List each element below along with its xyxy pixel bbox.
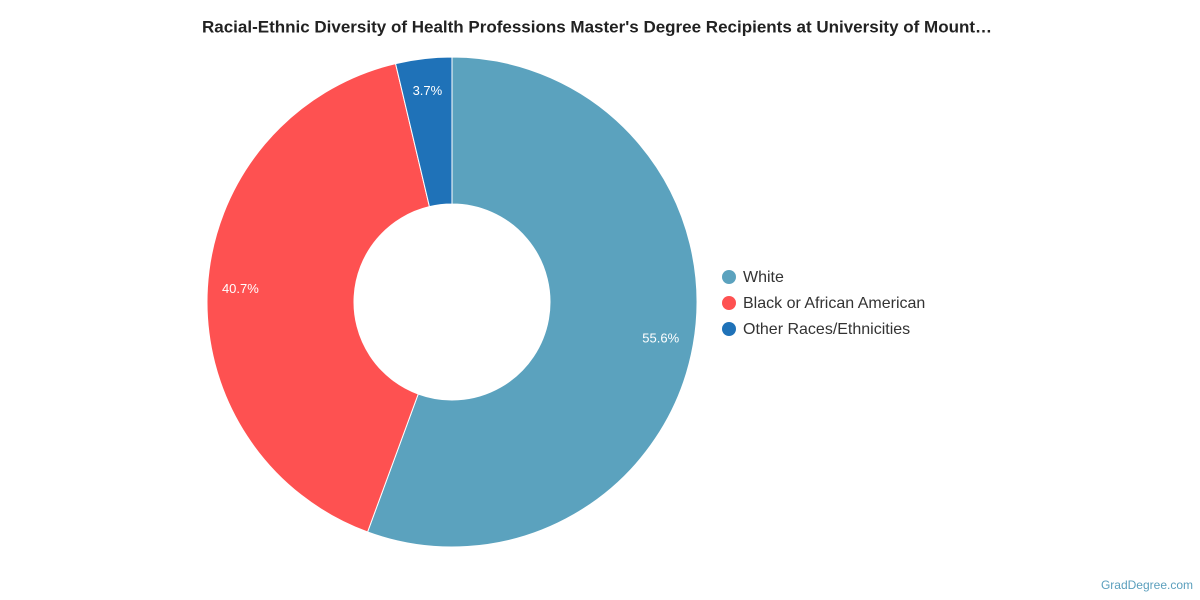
- legend-label: White: [743, 269, 784, 286]
- legend-label: Black or African American: [743, 295, 925, 312]
- donut-slice: [394, 56, 453, 208]
- value-label: 55.6%: [642, 331, 679, 346]
- donut-slice: [366, 56, 698, 548]
- value-label: 40.7%: [222, 281, 259, 296]
- legend-marker[interactable]: [722, 322, 736, 336]
- value-label: 3.7%: [413, 83, 443, 98]
- chart-title: Racial-Ethnic Diversity of Health Profes…: [202, 17, 992, 36]
- legend-label: Other Races/Ethnicities: [743, 321, 910, 338]
- legend-marker[interactable]: [722, 296, 736, 310]
- donut-slice: [206, 62, 431, 533]
- source-credit[interactable]: GradDegree.com: [1101, 578, 1193, 592]
- legend-marker[interactable]: [722, 270, 736, 284]
